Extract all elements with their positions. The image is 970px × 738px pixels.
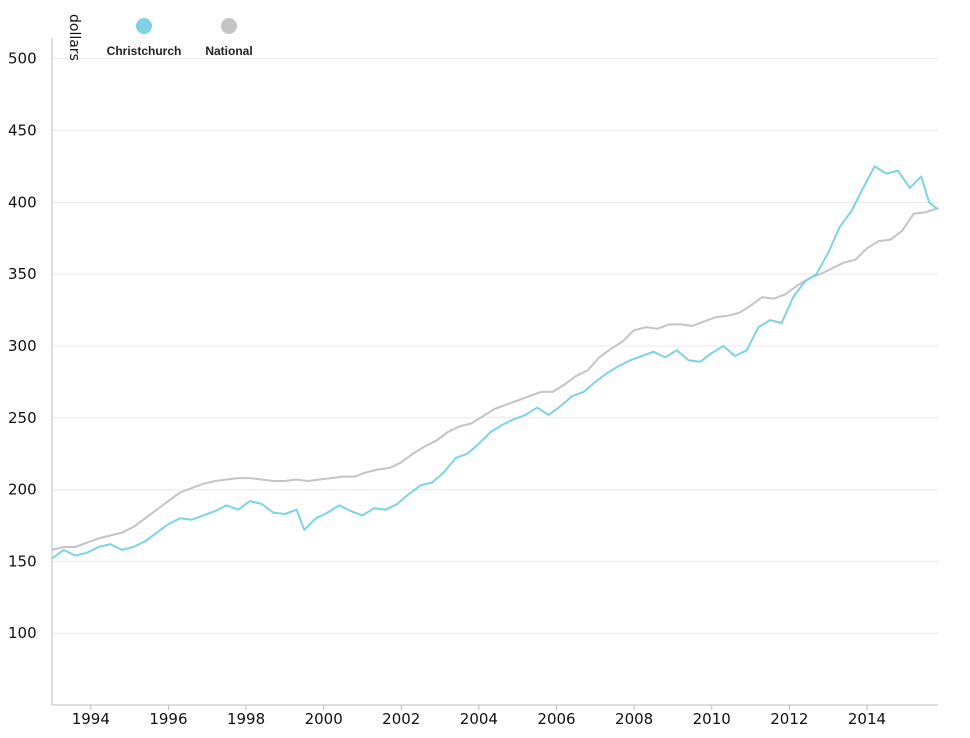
x-tick-label: 2012 [770, 710, 808, 728]
legend-label: National [205, 44, 252, 58]
x-tick-label: 2014 [848, 710, 886, 728]
series-line-national [51, 207, 939, 551]
legend-marker [136, 18, 152, 34]
x-tick-label: 2000 [305, 710, 343, 728]
y-tick-label: 450 [8, 122, 37, 140]
y-tick-label: 100 [8, 624, 37, 642]
series-lines [51, 165, 939, 560]
y-tick-label: 250 [8, 409, 37, 427]
x-axis-ticks: 1994 1996 1998 2000 2002 2004 2006 2008 2010 2012… [72, 705, 886, 728]
x-tick-label: 1998 [227, 710, 265, 728]
y-tick-label: 500 [8, 50, 37, 68]
legend-marker [221, 18, 237, 34]
grid-lines [52, 58, 938, 634]
x-tick-label: 2010 [693, 710, 731, 728]
x-tick-label: 1996 [149, 710, 187, 728]
x-tick-label: 2006 [537, 710, 575, 728]
x-tick-label: 1994 [72, 710, 110, 728]
y-axis-title: dollars [66, 14, 82, 61]
x-tick-label: 2002 [382, 710, 420, 728]
y-tick-label: 200 [8, 481, 37, 499]
y-tick-label: 300 [8, 337, 37, 355]
y-axis-ticks: 100 150 200 250 300 350 400 450 500 [8, 50, 37, 642]
y-tick-label: 350 [8, 265, 37, 283]
x-tick-label: 2008 [615, 710, 653, 728]
legend: Christchurch National [107, 18, 253, 58]
x-tick-label: 2004 [460, 710, 498, 728]
y-tick-label: 150 [8, 552, 37, 570]
legend-label: Christchurch [107, 44, 182, 58]
series-line-christchurch [51, 165, 939, 560]
y-tick-label: 400 [8, 193, 37, 211]
